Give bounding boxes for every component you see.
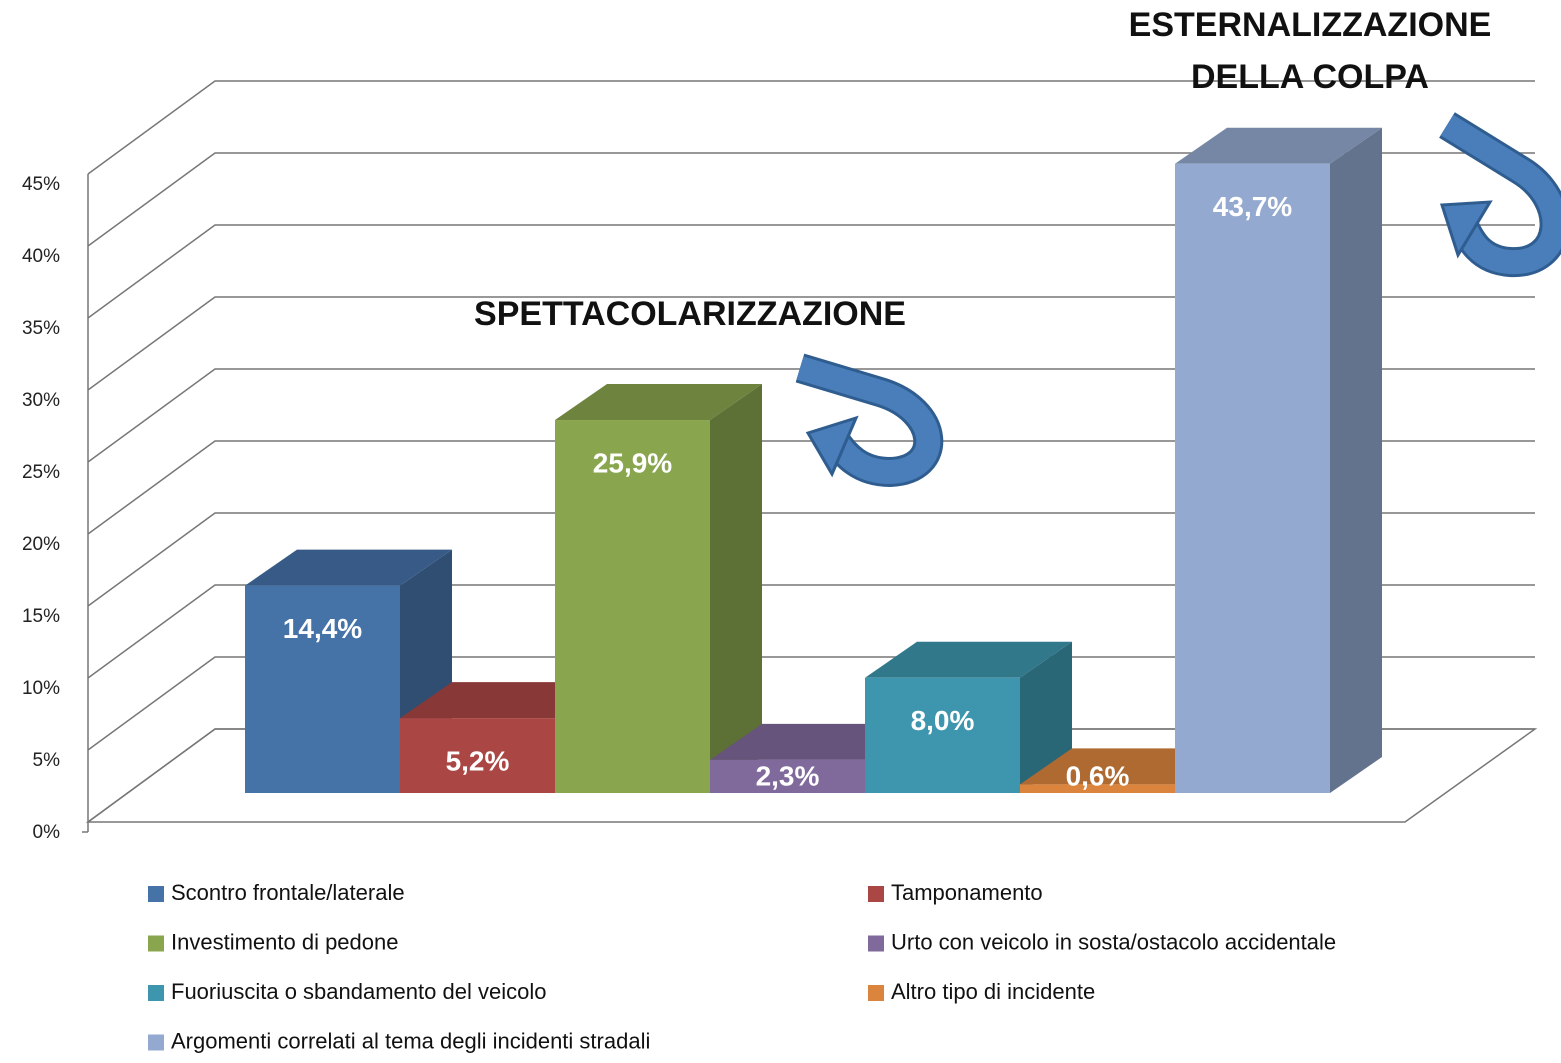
grid-line (87, 584, 1535, 679)
bar-side (1020, 641, 1072, 793)
data-label: 2,3% (756, 760, 820, 791)
data-label: 25,9% (593, 447, 672, 478)
y-tick-label: 25% (22, 462, 60, 483)
legend-swatch (148, 985, 164, 1001)
annotation: SPETTACOLARIZZAZIONE (474, 295, 906, 333)
arrow-head (805, 415, 859, 478)
annotation: DELLA COLPA (1191, 58, 1429, 96)
y-tick-label: 35% (22, 318, 60, 339)
bar-top (1175, 127, 1382, 164)
data-label: 14,4% (283, 613, 362, 644)
grid-line (87, 728, 1535, 823)
bar-side (1330, 127, 1382, 794)
grid-line (87, 152, 1535, 247)
legend-swatch (868, 985, 884, 1001)
grid-line (87, 296, 1535, 391)
bar (555, 420, 710, 793)
legend-label: Argomenti correlati al tema degli incide… (171, 1028, 650, 1053)
y-tick-label: 15% (22, 606, 60, 627)
y-tick-label: 20% (22, 534, 60, 555)
bar-top (555, 384, 762, 421)
arrow (1440, 114, 1561, 275)
data-label: 8,0% (911, 705, 975, 736)
arrows (795, 112, 1561, 488)
y-tick-label: 0% (33, 822, 61, 843)
bar (710, 759, 865, 793)
y-tick-label: 10% (22, 678, 60, 699)
bar (1175, 163, 1330, 794)
data-label: 5,2% (446, 746, 510, 777)
bar-top (245, 549, 452, 586)
annotation: ESTERNALIZZAZIONE (1129, 6, 1492, 44)
legend-label: Urto con veicolo in sosta/ostacolo accid… (891, 929, 1336, 954)
y-tick-label: 5% (33, 750, 61, 771)
bar-top (865, 641, 1072, 678)
y-tick-label: 30% (22, 390, 60, 411)
legend-swatch (868, 935, 884, 952)
legend-label: Investimento di pedone (171, 929, 399, 954)
grid-line (87, 368, 1535, 463)
y-tick-label: 45% (22, 174, 60, 195)
bar (400, 718, 555, 793)
legend-swatch (148, 1034, 164, 1051)
y-tick-label: 40% (22, 246, 60, 267)
data-label: 43,7% (1213, 191, 1292, 222)
legend-swatch (868, 886, 884, 902)
legend-label: Altro tipo di incidente (891, 979, 1095, 1004)
legend-swatch (148, 886, 164, 902)
grid-line (87, 656, 1535, 751)
grid-line (87, 80, 1535, 175)
legend-label: Tamponamento (891, 880, 1043, 905)
legend-label: Scontro frontale/laterale (171, 880, 405, 905)
grid-line (87, 440, 1535, 535)
arrow (796, 356, 941, 485)
legend-swatch (148, 935, 164, 952)
grid-line (87, 224, 1535, 319)
data-label: 0,6% (1066, 760, 1130, 791)
bar (865, 677, 1020, 793)
arrow-head (1439, 200, 1493, 259)
grid-line (87, 512, 1535, 607)
legend-label: Fuoriuscita o sbandamento del veicolo (171, 979, 546, 1004)
bar (1020, 784, 1175, 793)
bar-side (710, 384, 762, 793)
bar (245, 585, 400, 793)
